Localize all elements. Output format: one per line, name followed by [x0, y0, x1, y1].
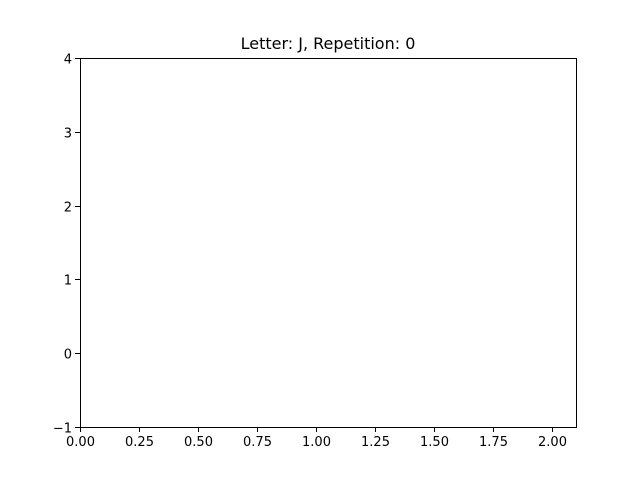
- x-axis-ticks: 0.00 0.25 0.50 0.75 1.00 1.25 1.50 1.75 2.00: [66, 427, 567, 450]
- x-tick-label: 1.75: [479, 435, 508, 450]
- x-tick-label: 0.50: [184, 435, 213, 450]
- y-tick-label: 3: [64, 127, 72, 142]
- y-axis-ticks: −1 0 1 2 3 4: [53, 53, 80, 437]
- y-tick-label: 1: [64, 274, 72, 289]
- chart-title: Letter: J, Repetition: 0: [241, 34, 416, 53]
- x-tick-label: 2.00: [538, 435, 567, 450]
- y-tick-label: 2: [64, 201, 72, 216]
- y-tick-label: 4: [64, 53, 72, 68]
- x-tick-label: 0.25: [125, 435, 154, 450]
- x-tick-label: 0.75: [243, 435, 272, 450]
- x-tick-label: 0.00: [66, 435, 95, 450]
- x-tick-label: 1.50: [420, 435, 449, 450]
- x-tick-label: 1.25: [361, 435, 390, 450]
- x-tick-label: 1.00: [302, 435, 331, 450]
- plot-frame: [80, 58, 577, 428]
- y-tick-label: 0: [64, 348, 72, 363]
- y-tick-label: −1: [53, 422, 72, 437]
